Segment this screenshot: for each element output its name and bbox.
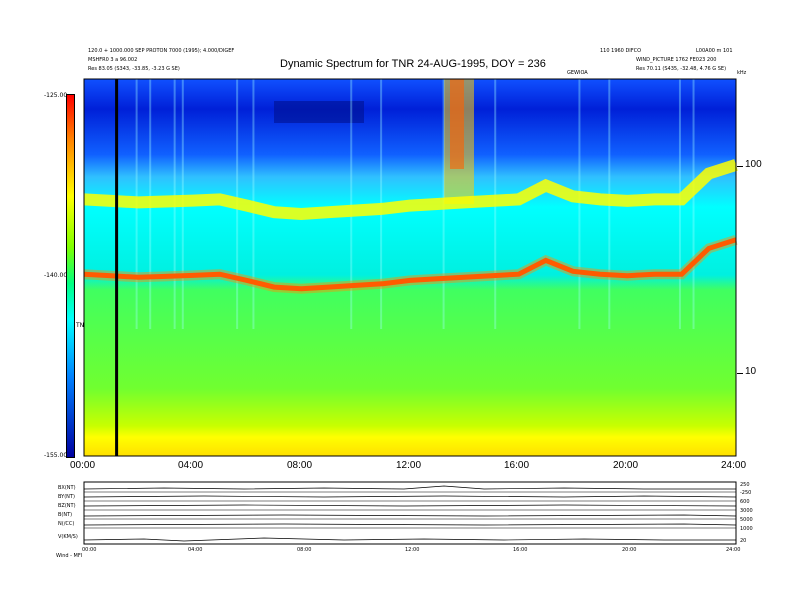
panel-x-tick-5: 20:00 bbox=[622, 547, 637, 553]
colorbar bbox=[66, 94, 75, 458]
y-unit-label: kHz bbox=[737, 70, 747, 76]
y-tick-100: 100 bbox=[745, 159, 762, 170]
header-center-label: GEWIOA bbox=[567, 70, 588, 76]
streak-6 bbox=[350, 79, 353, 329]
panel-label-b: B(NT) bbox=[58, 512, 73, 518]
heatmap-background bbox=[84, 79, 736, 456]
panel-right-tick-3: 3000 bbox=[740, 508, 753, 514]
header-info-right-1: 110 1960 DIFCO bbox=[600, 48, 642, 54]
x-tick-1: 04:00 bbox=[178, 460, 204, 471]
plasma-line-band bbox=[83, 237, 737, 292]
colorbar-tick-top: -125.00 bbox=[44, 92, 68, 99]
panel-right-tick-6: 20 bbox=[740, 538, 747, 544]
x-tick-0: 00:00 bbox=[70, 460, 96, 471]
harmonic-band bbox=[83, 159, 738, 221]
panel-x-tick-4: 16:00 bbox=[513, 547, 528, 553]
y-tick-10: 10 bbox=[745, 366, 757, 377]
colorbar-label: TNR bbox=[76, 322, 89, 329]
y-tick-mark-10 bbox=[737, 373, 743, 374]
panel-x-tick-3: 12:00 bbox=[405, 547, 420, 553]
panel-x-tick-6: 24:00 bbox=[726, 547, 741, 553]
heatmap-frame bbox=[83, 78, 737, 457]
dark-blue-region bbox=[274, 101, 364, 123]
panel-right-tick-0: 250 bbox=[740, 482, 750, 488]
panel-right-tick-5: 1000 bbox=[740, 526, 753, 532]
header-info-right-3: WIND_PICTURE 1762 FE023 200 bbox=[636, 57, 717, 63]
panel-right-tick-4: 5000 bbox=[740, 517, 753, 523]
x-tick-2: 08:00 bbox=[287, 460, 313, 471]
plasma-line-halo bbox=[83, 235, 738, 294]
streak-13 bbox=[692, 79, 695, 329]
panel-x-tick-0: 00:00 bbox=[82, 547, 97, 553]
header-info-left-3: Res 83.05 (S343, -33.85, -3.23 G SE) bbox=[88, 66, 180, 72]
header-info-left-2: MSHFR0 3 a 96.002 bbox=[88, 57, 138, 63]
x-tick-6: 24:00 bbox=[721, 460, 747, 471]
panel-right-tick-2: 600 bbox=[740, 499, 750, 505]
panel-label-bz: BZ(NT) bbox=[58, 503, 76, 509]
x-tick-3: 12:00 bbox=[396, 460, 422, 471]
panel-label-bx: BX(NT) bbox=[58, 485, 76, 491]
panel-label-by: BY(NT) bbox=[58, 494, 75, 500]
panel-right-tick-1: -250 bbox=[740, 490, 752, 496]
header-info-left-1: 120.0 + 1000.000 SEP PROTON 7000 (1995);… bbox=[88, 48, 235, 54]
panel-label-v: V(KM/S) bbox=[58, 534, 78, 540]
x-tick-4: 16:00 bbox=[504, 460, 530, 471]
panel-label-n: N(/CC) bbox=[58, 521, 75, 527]
panel-x-tick-1: 04:00 bbox=[188, 547, 203, 553]
colorbar-tick-bottom: -155.00 bbox=[44, 452, 68, 459]
header-info-right-2: L00A00 m 101 bbox=[696, 48, 733, 54]
chart-title: Dynamic Spectrum for TNR 24-AUG-1995, DO… bbox=[280, 58, 546, 70]
colorbar-tick-mid: -140.00 bbox=[44, 272, 68, 279]
magnetometer-panels bbox=[83, 481, 737, 545]
y-tick-mark-100 bbox=[737, 166, 743, 167]
streak-10 bbox=[578, 79, 581, 329]
header-info-right-4: Res 70.11 (S435, -32.48, 4.76 G SE) bbox=[636, 66, 727, 72]
x-tick-5: 20:00 bbox=[613, 460, 639, 471]
burst-core bbox=[450, 79, 464, 169]
panel-footer: Wind - MFI bbox=[56, 553, 83, 559]
spectrogram-heatmap bbox=[83, 78, 738, 457]
panel-x-tick-2: 08:00 bbox=[297, 547, 312, 553]
